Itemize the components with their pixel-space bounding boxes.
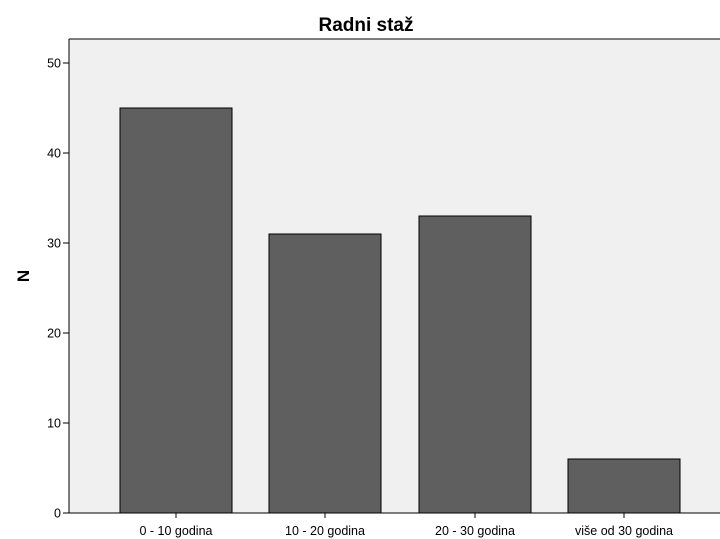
- y-tick-label: 40: [47, 147, 61, 161]
- y-axis-title: N: [14, 270, 33, 282]
- bars-group: [119, 107, 681, 514]
- y-ticks-group: 0 10 20 30 40 50: [47, 57, 69, 521]
- y-tick-label: 0: [54, 507, 61, 521]
- bar: [119, 107, 233, 514]
- bar: [268, 233, 382, 514]
- x-tick-label: 20 - 30 godina: [435, 524, 515, 538]
- x-ticks-group: 0 - 10 godina 10 - 20 godina 20 - 30 godin…: [140, 513, 673, 538]
- x-tick-label: više od 30 godina: [575, 524, 673, 538]
- y-tick-label: 10: [47, 417, 61, 431]
- bar: [418, 215, 532, 514]
- y-tick-label: 30: [47, 237, 61, 251]
- x-tick-label: 10 - 20 godina: [285, 524, 365, 538]
- x-tick-label: 0 - 10 godina: [140, 524, 213, 538]
- bar: [567, 458, 681, 514]
- y-tick-label: 20: [47, 327, 61, 341]
- y-tick-label: 50: [47, 57, 61, 71]
- chart-title: Radni staž: [318, 15, 413, 36]
